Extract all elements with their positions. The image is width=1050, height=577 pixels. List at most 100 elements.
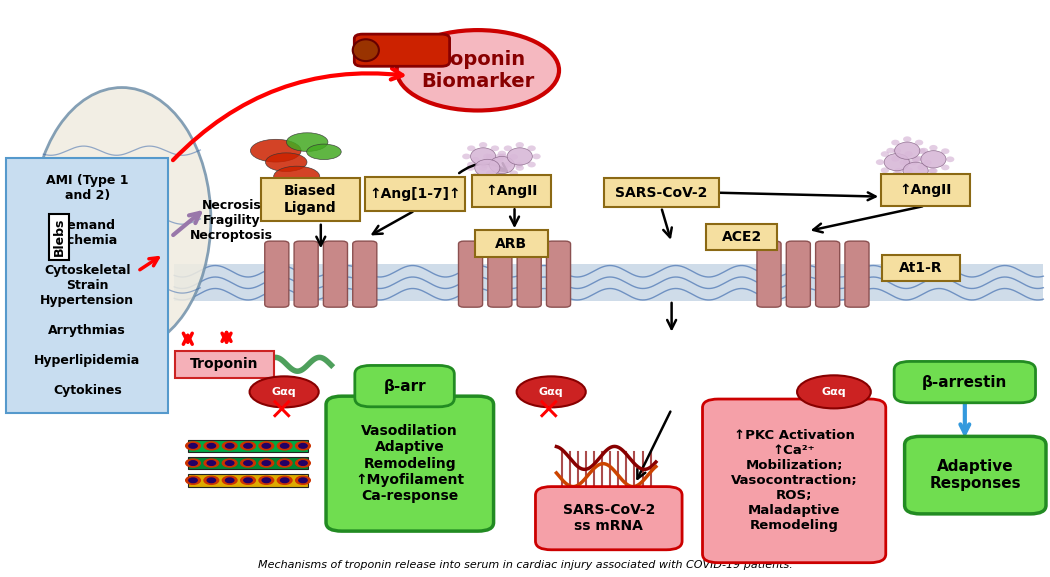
Ellipse shape: [517, 376, 586, 407]
Text: Troponin
Biomarker: Troponin Biomarker: [421, 50, 534, 91]
Text: Mechanisms of troponin release into serum in cardiac injury associated with COVI: Mechanisms of troponin release into seru…: [257, 560, 793, 570]
Ellipse shape: [509, 154, 518, 160]
Circle shape: [299, 461, 308, 466]
Circle shape: [259, 476, 274, 484]
FancyBboxPatch shape: [518, 241, 541, 307]
Ellipse shape: [921, 151, 946, 168]
Circle shape: [240, 459, 255, 467]
Circle shape: [204, 476, 218, 484]
Ellipse shape: [892, 171, 901, 177]
FancyBboxPatch shape: [895, 361, 1035, 403]
Circle shape: [240, 476, 255, 484]
FancyBboxPatch shape: [294, 241, 318, 307]
Circle shape: [204, 459, 218, 467]
Ellipse shape: [892, 148, 901, 153]
Circle shape: [299, 444, 308, 448]
FancyBboxPatch shape: [882, 256, 960, 282]
Ellipse shape: [479, 165, 487, 171]
Ellipse shape: [918, 148, 926, 154]
FancyBboxPatch shape: [174, 264, 1044, 301]
Ellipse shape: [466, 165, 475, 171]
Ellipse shape: [507, 148, 532, 165]
Ellipse shape: [266, 153, 307, 171]
Ellipse shape: [903, 136, 911, 142]
Circle shape: [262, 444, 271, 448]
FancyBboxPatch shape: [265, 241, 289, 307]
Ellipse shape: [915, 140, 923, 145]
Ellipse shape: [884, 153, 909, 171]
Circle shape: [189, 444, 197, 448]
FancyBboxPatch shape: [488, 241, 512, 307]
Ellipse shape: [490, 145, 499, 151]
FancyBboxPatch shape: [260, 178, 360, 221]
Circle shape: [280, 478, 289, 482]
Circle shape: [296, 442, 311, 450]
Text: ✕: ✕: [268, 398, 294, 426]
Text: SARS-CoV-2: SARS-CoV-2: [615, 186, 708, 200]
Circle shape: [207, 461, 215, 466]
Ellipse shape: [250, 139, 301, 162]
Ellipse shape: [462, 153, 470, 159]
FancyBboxPatch shape: [702, 399, 886, 563]
Circle shape: [262, 461, 271, 466]
Ellipse shape: [467, 145, 476, 151]
Ellipse shape: [915, 156, 923, 162]
Ellipse shape: [903, 162, 928, 179]
Ellipse shape: [929, 168, 938, 174]
Ellipse shape: [471, 157, 480, 163]
Ellipse shape: [941, 148, 949, 154]
Text: Necrosis
Fragility
Necroptosis: Necrosis Fragility Necroptosis: [190, 199, 273, 242]
Text: Vasodilation
Adaptive
Remodeling
↑Myofilament
Ca-response: Vasodilation Adaptive Remodeling ↑Myofil…: [355, 424, 464, 503]
Circle shape: [244, 444, 252, 448]
Ellipse shape: [499, 153, 507, 159]
Ellipse shape: [912, 156, 921, 162]
Circle shape: [259, 459, 274, 467]
Ellipse shape: [923, 176, 931, 182]
Ellipse shape: [881, 151, 889, 157]
Ellipse shape: [483, 153, 491, 159]
FancyBboxPatch shape: [459, 241, 483, 307]
Ellipse shape: [500, 165, 508, 171]
Text: β-arrestin: β-arrestin: [922, 374, 1008, 389]
Text: Troponin: Troponin: [190, 357, 258, 371]
FancyBboxPatch shape: [757, 241, 781, 307]
Ellipse shape: [504, 145, 512, 151]
Circle shape: [186, 442, 201, 450]
Ellipse shape: [489, 156, 514, 174]
Text: ↑Ang[1-7]↑: ↑Ang[1-7]↑: [370, 187, 461, 201]
Text: SARS-CoV-2
ss mRNA: SARS-CoV-2 ss mRNA: [563, 503, 655, 533]
Ellipse shape: [471, 173, 480, 179]
FancyBboxPatch shape: [327, 396, 494, 531]
Ellipse shape: [481, 162, 489, 168]
Ellipse shape: [353, 39, 379, 61]
Ellipse shape: [891, 140, 900, 145]
Text: Biased
Ligand: Biased Ligand: [284, 185, 337, 215]
Ellipse shape: [490, 162, 499, 167]
Ellipse shape: [496, 153, 504, 159]
Circle shape: [280, 461, 289, 466]
FancyBboxPatch shape: [354, 34, 449, 66]
Text: Adaptive
Responses: Adaptive Responses: [929, 459, 1021, 492]
FancyBboxPatch shape: [786, 241, 811, 307]
Circle shape: [207, 478, 215, 482]
Ellipse shape: [946, 156, 954, 162]
Text: At1-R: At1-R: [899, 261, 943, 275]
FancyBboxPatch shape: [881, 174, 969, 205]
Circle shape: [226, 478, 234, 482]
Ellipse shape: [250, 376, 319, 407]
FancyBboxPatch shape: [475, 230, 548, 257]
Circle shape: [226, 461, 234, 466]
FancyBboxPatch shape: [707, 224, 777, 250]
Ellipse shape: [900, 160, 908, 166]
Circle shape: [244, 461, 252, 466]
Circle shape: [223, 442, 237, 450]
FancyBboxPatch shape: [188, 474, 309, 486]
Ellipse shape: [911, 156, 920, 162]
Circle shape: [207, 444, 215, 448]
Ellipse shape: [881, 167, 889, 173]
FancyBboxPatch shape: [355, 365, 455, 407]
Ellipse shape: [486, 154, 495, 160]
FancyBboxPatch shape: [188, 457, 309, 469]
Ellipse shape: [928, 168, 937, 174]
Text: ↑PKC Activation
↑Ca²⁺
Mobilization;
Vasocontraction;
ROS;
Maladaptive
Remodeling: ↑PKC Activation ↑Ca²⁺ Mobilization; Vaso…: [731, 429, 858, 533]
